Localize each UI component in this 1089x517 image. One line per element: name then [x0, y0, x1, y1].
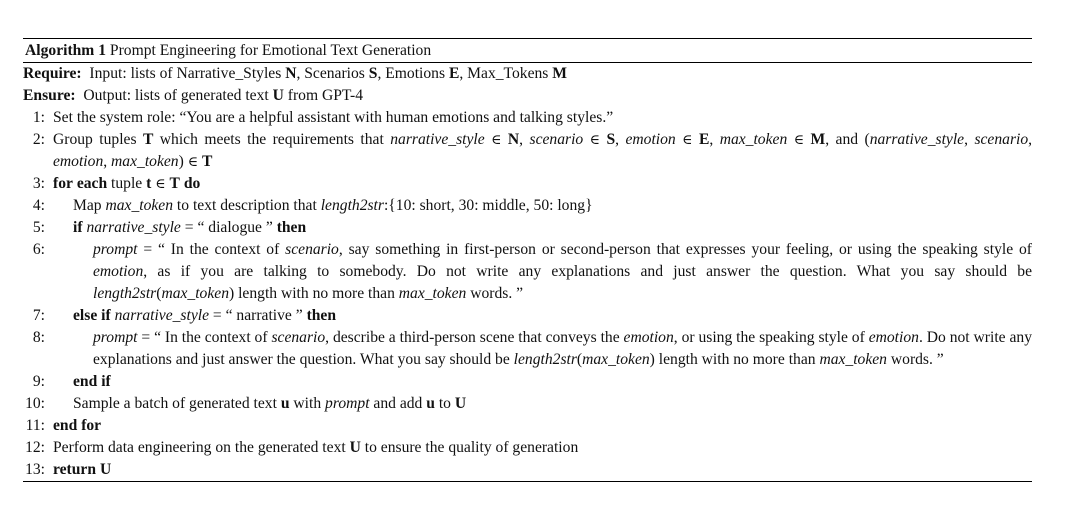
algorithm-line: 13: return U [23, 459, 1032, 481]
algorithm-line: 9: end if [23, 371, 1032, 393]
line-text: for each tuple t ∈ T do [53, 175, 201, 192]
line-text: prompt = “ In the context of scenario, d… [93, 329, 1032, 368]
line-text: Group tuples T which meets the requireme… [53, 131, 1033, 170]
line-number: 4: [32, 197, 45, 214]
algorithm-block: Algorithm 1 Prompt Engineering for Emoti… [23, 38, 1032, 482]
algorithm-line: 1: Set the system role: “You are a helpfu… [23, 107, 1032, 129]
line-text: Perform data engineering on the generate… [53, 439, 579, 456]
line-text: end for [53, 417, 102, 434]
line-number: 10: [25, 395, 45, 412]
require-line: Require: Input: lists of Narrative_Style… [23, 63, 1032, 85]
ensure-text: Output: lists of generated text U from G… [83, 87, 364, 104]
line-number: 3: [32, 175, 45, 192]
ensure-label: Ensure: [23, 87, 76, 104]
line-number: 5: [32, 219, 45, 236]
algorithm-line: 10: Sample a batch of generated text u wi… [23, 393, 1032, 415]
algorithm-line: 6: prompt = “ In the context of scenario,… [23, 239, 1032, 305]
line-number: 13: [25, 461, 45, 478]
top-rule [23, 38, 1032, 39]
line-text: if narrative_style = “ dialogue ” then [73, 219, 307, 236]
line-number: 11: [25, 417, 45, 434]
line-text: Set the system role: “You are a helpful … [53, 109, 614, 126]
line-number: 9: [32, 373, 45, 390]
algorithm-line: 5: if narrative_style = “ dialogue ” then [23, 217, 1032, 239]
ensure-line: Ensure: Output: lists of generated text … [23, 85, 1032, 107]
algorithm-line: 8: prompt = “ In the context of scenario,… [23, 327, 1032, 371]
line-text: else if narrative_style = “ narrative ” … [73, 307, 337, 324]
line-number: 12: [25, 439, 45, 456]
line-number: 1: [32, 109, 45, 126]
line-text: Map max_token to text description that l… [73, 197, 593, 214]
require-text: Input: lists of Narrative_Styles N, Scen… [89, 65, 567, 82]
algorithm-line: 2: Group tuples T which meets the require… [23, 129, 1032, 173]
algorithm-line: 7: else if narrative_style = “ narrative … [23, 305, 1032, 327]
algorithm-label: Algorithm 1 [25, 42, 106, 59]
algorithm-caption: Algorithm 1 Prompt Engineering for Emoti… [23, 39, 1032, 62]
algorithm-line: 11: end for [23, 415, 1032, 437]
algorithm-line: 4: Map max_token to text description that… [23, 195, 1032, 217]
line-number: 8: [32, 329, 45, 346]
algorithm-title: Prompt Engineering for Emotional Text Ge… [109, 42, 432, 59]
line-text: end if [73, 373, 111, 390]
algorithm-line: 3: for each tuple t ∈ T do [23, 173, 1032, 195]
bottom-rule [23, 481, 1032, 482]
line-text: prompt = “ In the context of scenario, s… [93, 241, 1032, 302]
line-text: Sample a batch of generated text u with … [73, 395, 467, 412]
line-text: return U [53, 461, 112, 478]
line-number: 6: [32, 241, 45, 258]
line-number: 7: [32, 307, 45, 324]
require-label: Require: [23, 65, 82, 82]
algorithm-lines: 1: Set the system role: “You are a helpfu… [23, 107, 1032, 481]
caption-rule [23, 62, 1032, 63]
line-number: 2: [32, 131, 45, 148]
algorithm-line: 12: Perform data engineering on the gener… [23, 437, 1032, 459]
